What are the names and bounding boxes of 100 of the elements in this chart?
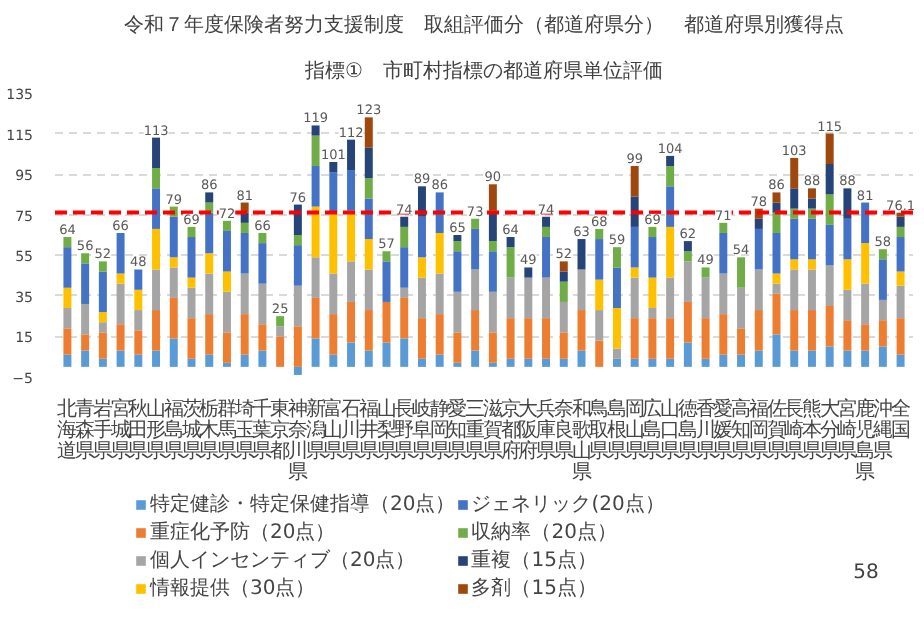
- bar: [754, 218, 763, 229]
- bar: [488, 241, 497, 252]
- x-tick-label: 大分県: [819, 397, 840, 463]
- bar: [63, 247, 72, 288]
- bar: [81, 303, 90, 335]
- bar: [754, 228, 763, 270]
- bar: [843, 289, 852, 321]
- bar: [754, 350, 763, 367]
- x-tick-label: 沖縄県: [870, 397, 893, 463]
- bar: [807, 198, 816, 209]
- bar: [347, 261, 356, 302]
- bar: [169, 297, 178, 339]
- bar: [506, 247, 515, 278]
- bar: [612, 267, 621, 309]
- x-tick-label: 兵庫県: [536, 397, 557, 463]
- bar: [311, 338, 320, 367]
- bar: [542, 226, 551, 238]
- bar: [81, 263, 90, 304]
- bar: [648, 226, 657, 238]
- bar: [81, 350, 90, 367]
- bar: [737, 257, 746, 288]
- bar: [471, 350, 480, 367]
- bar: [453, 291, 462, 333]
- bar: [63, 287, 72, 309]
- bar: [825, 164, 834, 195]
- bar: [258, 350, 267, 367]
- bar: [134, 354, 143, 367]
- bar: [542, 237, 551, 278]
- bar: [293, 366, 302, 375]
- bar: [471, 218, 480, 229]
- bar: [98, 312, 107, 323]
- x-tick-label: 千葉県: [252, 397, 273, 463]
- bar: [169, 257, 178, 268]
- chart-subtitle: 指標① 市町村指標の都道府県単位評価: [303, 59, 663, 83]
- bar: [453, 332, 462, 363]
- x-tick-label: 鹿児島県: [855, 397, 876, 484]
- bar: [116, 273, 125, 284]
- bar: [222, 230, 231, 272]
- bar: [506, 237, 515, 248]
- bar: [293, 245, 302, 286]
- bar: [222, 271, 231, 292]
- bar: [152, 228, 161, 270]
- bar: [559, 271, 568, 282]
- bar: [488, 332, 497, 363]
- bar: [347, 342, 356, 367]
- bar: [134, 310, 143, 331]
- bar: [737, 287, 746, 329]
- bar: [222, 291, 231, 333]
- bar: [648, 308, 657, 319]
- bar: [595, 228, 604, 240]
- bar: [612, 247, 621, 268]
- bar: [222, 220, 231, 231]
- bar: [807, 259, 816, 270]
- bar: [506, 318, 515, 359]
- x-tick-label: 静岡県: [429, 397, 450, 463]
- bar: [364, 310, 373, 351]
- bar: [347, 139, 356, 171]
- text: 58: [853, 562, 879, 585]
- bar: [471, 269, 480, 311]
- legend-label: 重複（15点）: [471, 547, 597, 574]
- bar: [666, 318, 675, 359]
- bar: [63, 308, 72, 329]
- bar: [364, 269, 373, 311]
- x-tick-label: 山口県: [660, 397, 681, 463]
- bar: [222, 332, 231, 363]
- bar: [98, 261, 107, 272]
- bar: [98, 322, 107, 333]
- bar: [843, 259, 852, 290]
- x-tick-label: 島根県: [606, 397, 627, 463]
- bar: [134, 330, 143, 355]
- bar: [134, 269, 143, 290]
- bar: [311, 257, 320, 298]
- bar: [329, 354, 338, 367]
- x-tick-label: 奈良県: [553, 399, 574, 463]
- bar: [488, 251, 497, 292]
- bar: [63, 237, 72, 248]
- bar: [258, 324, 267, 351]
- x-tick-label: 山形県: [146, 397, 167, 463]
- x-tick-label: 新潟県: [305, 397, 326, 463]
- x-tick-label: 鳥取県: [587, 397, 610, 463]
- bar: [843, 320, 852, 351]
- bar: [205, 314, 214, 355]
- bar: [825, 194, 834, 225]
- x-tick-label: 京都府: [500, 397, 521, 463]
- bar: [790, 350, 799, 367]
- bar: [630, 318, 639, 359]
- bar: [81, 334, 90, 351]
- bar: [240, 222, 249, 233]
- bar: [861, 243, 870, 284]
- bar: [417, 358, 426, 367]
- x-tick-label: 山梨県: [376, 397, 397, 463]
- bar: [400, 297, 409, 339]
- bar: [329, 161, 338, 173]
- bar: [152, 310, 161, 351]
- legend-label: 情報提供（30点）: [150, 575, 316, 602]
- x-tick-label: 愛媛県: [713, 397, 734, 463]
- x-tick-label: 青森県: [75, 397, 96, 463]
- bar: [790, 218, 799, 260]
- bar: [790, 188, 799, 209]
- x-tick-label: 岩手県: [92, 397, 113, 463]
